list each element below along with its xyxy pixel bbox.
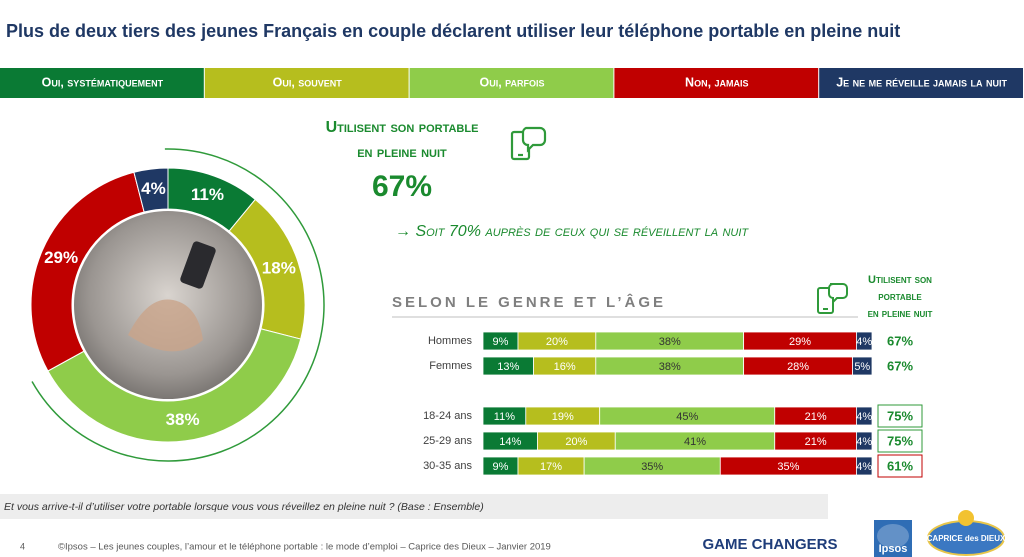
legend-swatch [819, 68, 1023, 98]
total-box [877, 454, 923, 478]
phone-icon [510, 126, 547, 161]
photo-hand [128, 299, 203, 352]
photo-phone [180, 241, 216, 289]
bar-segment [856, 331, 873, 351]
bar-value-label: 41% [684, 436, 706, 448]
total-label: 61% [887, 458, 913, 473]
phone-icon [817, 283, 848, 314]
section-title: SELON LE GENRE ET L’ÂGE [392, 293, 666, 311]
legend-swatch [0, 68, 204, 98]
ipsos-logo-text: Ipsos [879, 543, 908, 555]
bar-value-label: 16% [554, 361, 576, 373]
bar-value-label: 5% [854, 361, 870, 373]
bar-segment [852, 356, 873, 376]
footer-source: ©Ipsos – Les jeunes couples, l’amour et … [58, 542, 551, 553]
highlight-note: → Soit 70% auprès de ceux qui se réveill… [395, 223, 749, 240]
bar-value-label: 29% [789, 336, 811, 348]
donut-label: 11% [191, 185, 224, 204]
bar-value-label: 17% [540, 461, 562, 473]
ipsos-logo-mark [877, 524, 909, 548]
legend-swatch [614, 68, 819, 98]
outer-arc [31, 148, 325, 462]
donut-label: 18% [262, 258, 296, 277]
legend-label: Oui, systématiquement [42, 75, 164, 89]
bar-chart: Hommes 9% 20% 38% 29% 4% 67% Femmes 13% 16% 38% 28%… [423, 331, 923, 478]
legend-label: Oui, souvent [273, 75, 343, 89]
bar-value-label: 9% [493, 336, 509, 348]
legend-label: Non, jamais [685, 75, 748, 89]
total-header: Utilisent son [868, 274, 932, 286]
total-box [877, 429, 923, 453]
highlight-line: en pleine nuit [357, 144, 447, 161]
bar-value-label: 45% [676, 411, 698, 423]
bar-value-label: 11% [494, 411, 515, 423]
category-label: Femmes [429, 360, 472, 372]
bar-value-label: 21% [805, 436, 827, 448]
bar-value-label: 38% [659, 336, 681, 348]
question-box [0, 494, 828, 519]
donut-segment [47, 328, 302, 443]
donut-chart: 11% 18% 38% 29% 4% [30, 148, 325, 462]
bar-value-label: 14% [499, 436, 521, 448]
total-label: 75% [887, 408, 913, 423]
legend-label: Oui, parfois [479, 75, 544, 89]
total-label: 67% [887, 358, 913, 373]
total-header: en pleine nuit [868, 308, 933, 320]
category-label: 25-29 ans [423, 435, 472, 447]
bar-value-label: 35% [777, 461, 799, 473]
total-box [877, 404, 923, 428]
bar-segment [856, 406, 873, 426]
total-label: 67% [887, 333, 913, 348]
donut-label: 4% [141, 179, 166, 198]
legend-swatch [204, 68, 409, 98]
bar-value-label: 19% [552, 411, 574, 423]
bar-value-label: 20% [546, 336, 568, 348]
bar-value-label: 28% [787, 361, 809, 373]
bar-value-label: 4% [856, 436, 872, 448]
bar-value-label: 13% [497, 361, 519, 373]
caprice-logo-text: CAPRICE des DIEUX [927, 534, 1006, 543]
category-label: 18-24 ans [423, 410, 472, 422]
legend: Oui, systématiquement Oui, souvent Oui, pa… [0, 68, 1023, 98]
bar-value-label: 38% [659, 361, 681, 373]
caprice-logo-sun [958, 510, 974, 526]
donut-label: 29% [44, 248, 78, 267]
donut-segment [133, 167, 169, 213]
highlight-line: Utilisent son portable [326, 119, 479, 136]
page-number: 4 [20, 541, 25, 551]
legend-label: Je ne me réveille jamais la nuit [836, 75, 1007, 89]
bar-value-label: 20% [565, 436, 587, 448]
donut-label: 38% [166, 410, 200, 429]
bar-value-label: 4% [856, 336, 872, 348]
highlight-figure: 67% [372, 170, 432, 203]
bar-value-label: 4% [856, 461, 872, 473]
category-label: Hommes [428, 335, 473, 347]
tagline: GAME CHANGERS [702, 536, 837, 553]
bar-segment [856, 431, 873, 451]
total-label: 75% [887, 433, 913, 448]
legend-swatch [409, 68, 614, 98]
question: Et vous arrive-t-il d’utiliser votre por… [4, 501, 484, 513]
ipsos-logo [874, 520, 912, 557]
category-label: 30-35 ans [423, 460, 472, 472]
bar-value-label: 21% [805, 411, 827, 423]
bar-value-label: 4% [856, 411, 872, 423]
bar-segment [856, 456, 873, 476]
total-header: portable [878, 291, 922, 303]
bar-value-label: 9% [493, 461, 509, 473]
bar-value-label: 35% [641, 461, 663, 473]
slide-title: Plus de deux tiers des jeunes Français e… [6, 21, 900, 41]
